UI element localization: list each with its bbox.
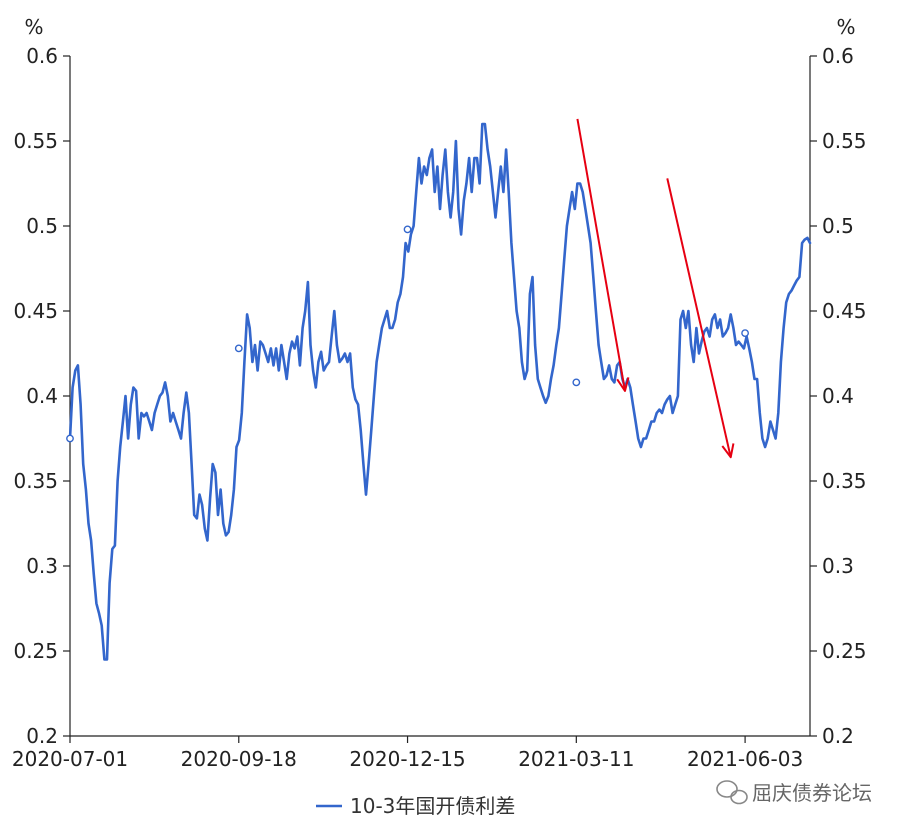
watermark: 屈庆债券论坛: [716, 780, 872, 805]
trend-arrow: [666, 178, 732, 458]
legend: 10-3年国开债利差: [316, 794, 515, 818]
trend-arrow-head: [616, 377, 630, 392]
y-tick-label-right: 0.2: [822, 724, 854, 748]
y-tick-label-right: 0.3: [822, 554, 854, 578]
y-tick-label-right: 0.35: [822, 469, 867, 493]
x-tick-label: 2021-03-11: [518, 747, 634, 771]
y-tick-label-right: 0.5: [822, 214, 854, 238]
y-tick-label-right: 0.6: [822, 44, 854, 68]
x-tick-label: 2021-06-03: [687, 747, 803, 771]
data-point-marker: [572, 378, 581, 387]
y-axis-left-unit: %: [24, 15, 43, 39]
y-tick-label-left: 0.3: [26, 554, 58, 578]
trend-arrow: [576, 118, 626, 392]
y-tick-label-left: 0.5: [26, 214, 58, 238]
x-axis: 2020-07-01 2020-09-18 2020-12-15 2021-03-11…: [12, 735, 810, 771]
y-tick-label-left: 0.35: [13, 469, 58, 493]
data-point-marker: [66, 434, 74, 443]
watermark-text: 屈庆债券论坛: [752, 781, 872, 805]
y-tick-label-right: 0.4: [822, 384, 854, 408]
series-markers: [66, 225, 749, 443]
y-tick-label-right: 0.55: [822, 129, 867, 153]
y-tick-label-left: 0.55: [13, 129, 58, 153]
y-tick-label-left: 0.25: [13, 639, 58, 663]
legend-label: 10-3年国开债利差: [350, 794, 515, 818]
x-tick-label: 2020-07-01: [12, 747, 128, 771]
y-tick-label-left: 0.2: [26, 724, 58, 748]
x-tick-label: 2020-12-15: [349, 747, 465, 771]
y-tick-label-left: 0.45: [13, 299, 58, 323]
trend-arrows: [576, 118, 735, 459]
y-tick-label-left: 0.4: [26, 384, 58, 408]
wechat-icon: [716, 780, 748, 805]
y-tick-label-left: 0.6: [26, 44, 58, 68]
data-point-marker: [234, 344, 243, 353]
y-axis-right: 0.2 0.25 0.3 0.35 0.4 0.45 0.5 0.55 0.6: [809, 44, 867, 748]
series-line: [68, 122, 812, 661]
data-point-marker: [403, 225, 412, 234]
y-tick-label-right: 0.25: [822, 639, 867, 663]
data-point-marker: [741, 329, 749, 337]
y-axis-right-unit: %: [836, 15, 855, 39]
plot-area: [68, 122, 812, 661]
y-tick-label-right: 0.45: [822, 299, 867, 323]
x-tick-label: 2020-09-18: [181, 747, 297, 771]
trend-arrow-head: [721, 443, 735, 459]
y-axis-left: 0.2 0.25 0.3 0.35 0.4 0.45 0.5 0.55 0.6: [13, 44, 71, 748]
